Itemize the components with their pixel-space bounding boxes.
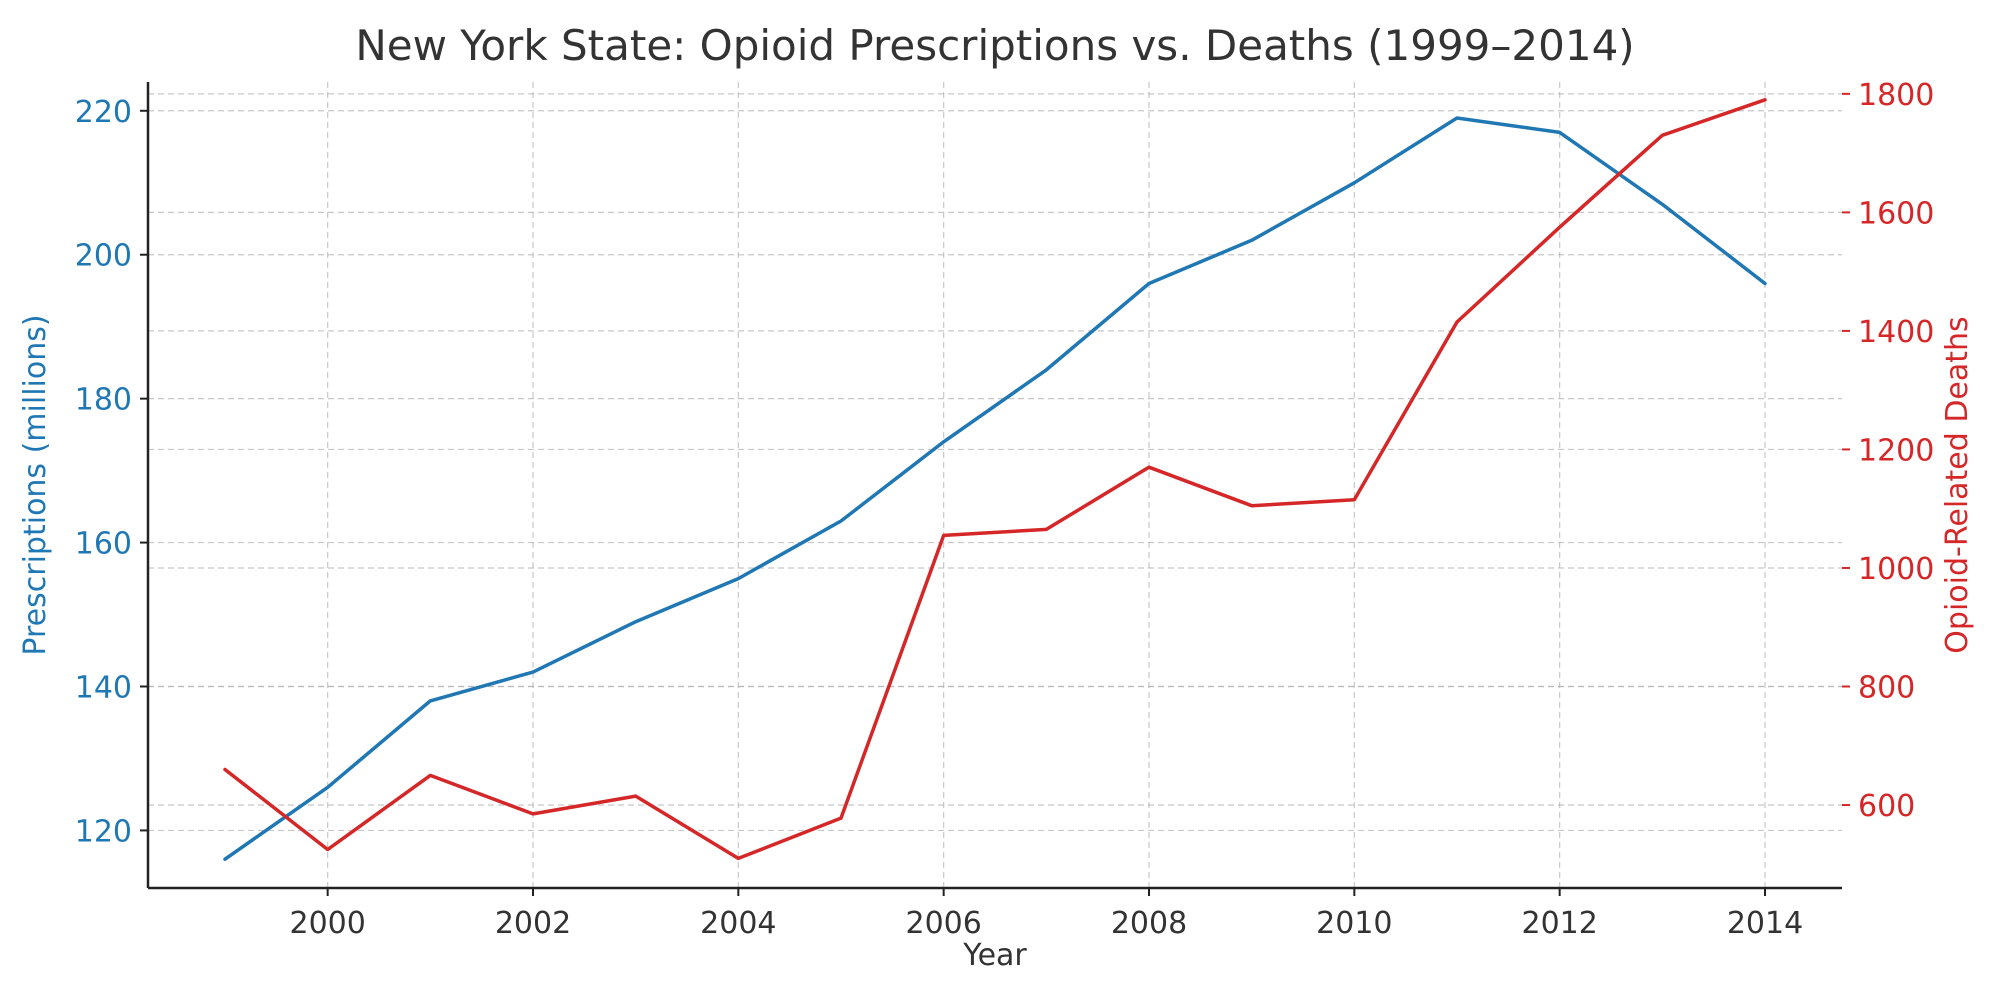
- x-tick-label: 2000: [289, 906, 365, 941]
- y-axis-label-right: Opioid-Related Deaths: [1940, 316, 1975, 653]
- deaths-series-line: [223, 98, 1767, 861]
- series-layer: [223, 98, 1767, 861]
- y-tick-label-right: 1600: [1858, 196, 1934, 231]
- x-tick-label: 2004: [700, 906, 776, 941]
- x-tick-label: 2012: [1521, 906, 1597, 941]
- y-tick-label-left: 200: [75, 239, 132, 274]
- x-tick-label: 2008: [1111, 906, 1187, 941]
- y-tick-label-left: 120: [75, 814, 132, 849]
- chart-title: New York State: Opioid Prescriptions vs.…: [355, 21, 1634, 70]
- x-axis-label: Year: [962, 938, 1027, 973]
- grid-lines: [148, 82, 1842, 888]
- y-tick-label-left: 140: [75, 671, 132, 706]
- y-tick-label-left: 220: [75, 95, 132, 130]
- y-tick-label-right: 1200: [1858, 433, 1934, 468]
- x-tick-label: 2010: [1316, 906, 1392, 941]
- y-tick-label-right: 1800: [1858, 78, 1934, 113]
- y-tick-label-left: 160: [75, 527, 132, 562]
- x-tick-label: 2002: [495, 906, 571, 941]
- y-tick-label-right: 600: [1858, 789, 1915, 824]
- axes: [140, 82, 1850, 896]
- prescriptions-series-line: [223, 116, 1767, 861]
- y-tick-label-right: 800: [1858, 671, 1915, 706]
- y-tick-label-right: 1400: [1858, 315, 1934, 350]
- y-tick-label-right: 1000: [1858, 552, 1934, 587]
- y-axis-label-left: Prescriptions (millions): [18, 314, 53, 655]
- x-tick-label: 2006: [905, 906, 981, 941]
- y-tick-label-left: 180: [75, 383, 132, 418]
- x-tick-label: 2014: [1727, 906, 1803, 941]
- tick-labels: 2000 2002 2004 2006 2008 2010 2012 2014 120 140 16…: [75, 78, 1935, 941]
